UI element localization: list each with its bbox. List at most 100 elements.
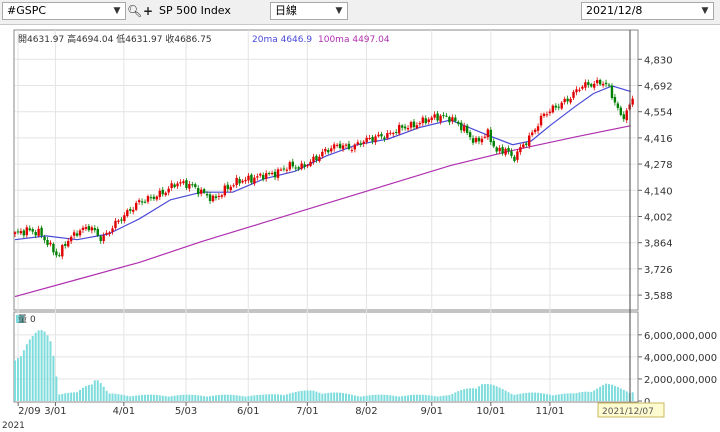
volume-bar xyxy=(457,391,460,401)
candle-body xyxy=(143,201,147,203)
volume-bar xyxy=(67,392,70,401)
date-axis: 2/09 3/01 4/01 5/03 6/01 7/01 8/02 9/01 10/01 11/… xyxy=(17,402,564,417)
price-tick-label: 3,726 xyxy=(644,265,673,276)
volume-bar xyxy=(22,350,25,401)
date-dropdown-icon[interactable]: ▼ xyxy=(701,6,709,16)
candle-body xyxy=(78,230,82,236)
price-tick-label: 4,416 xyxy=(644,134,673,145)
candle-body xyxy=(412,121,416,128)
symbol-text: #GSPC xyxy=(7,4,47,17)
volume-bar xyxy=(501,389,504,401)
volume-bar xyxy=(146,394,149,401)
volume-bar xyxy=(194,394,197,401)
candle-body xyxy=(457,121,460,124)
volume-legend-value: 0 xyxy=(30,315,36,325)
candle-body xyxy=(374,136,377,143)
candle-body xyxy=(96,228,99,236)
symbol-dropdown-icon[interactable]: ▼ xyxy=(113,6,121,16)
candle-body xyxy=(114,220,117,229)
volume-bar xyxy=(152,394,155,401)
candle-body xyxy=(146,196,150,202)
candle-body xyxy=(362,141,365,144)
volume-bar xyxy=(294,391,297,401)
candle-body xyxy=(548,111,552,114)
candle-body xyxy=(368,137,371,139)
candle-body xyxy=(185,180,188,188)
symbol-input[interactable]: #GSPC xyxy=(2,2,126,20)
candle-body xyxy=(259,173,262,176)
candle-body xyxy=(492,141,495,147)
volume-bar xyxy=(238,395,241,401)
period-dropdown-icon[interactable]: ▼ xyxy=(335,6,343,16)
candle-body xyxy=(575,89,578,93)
volume-bar xyxy=(616,387,619,401)
candle-body xyxy=(530,132,534,136)
candle-body xyxy=(409,122,413,128)
volume-bar xyxy=(217,395,220,401)
volume-bar xyxy=(342,393,345,401)
magnifier-icon[interactable]: 🔍︎ xyxy=(127,4,143,18)
date-input[interactable]: 2021/12/8 xyxy=(581,2,714,20)
volume-bar xyxy=(197,395,200,401)
candle-body xyxy=(595,80,599,84)
candle-body xyxy=(126,210,129,216)
candle-body xyxy=(291,161,294,167)
volume-bar xyxy=(37,330,40,401)
volume-bar xyxy=(25,344,28,401)
volume-bar xyxy=(368,395,371,401)
candle-body xyxy=(371,136,374,142)
volume-bar xyxy=(43,331,46,401)
volume-bar xyxy=(407,395,410,401)
candle-body xyxy=(545,114,549,116)
price-axis: 4,830 4,692 4,554 4,416 4,278 4,140 4,002 3,864… xyxy=(638,55,673,302)
candle-body xyxy=(625,110,628,121)
candle-body xyxy=(49,242,52,245)
candle-body xyxy=(510,151,513,156)
candle-body xyxy=(395,131,398,133)
candle-body xyxy=(622,114,625,120)
volume-bar xyxy=(593,390,596,401)
volume-bar xyxy=(203,396,206,401)
volume-bar xyxy=(545,394,548,401)
candle-body xyxy=(155,196,159,200)
volume-bar xyxy=(365,395,368,401)
cursor-date: 2021/12/07 xyxy=(602,407,654,417)
candle-body xyxy=(433,114,436,118)
volume-bar xyxy=(46,335,49,401)
candle-body xyxy=(111,228,114,232)
candle-body xyxy=(563,98,566,103)
volume-bar xyxy=(516,394,519,401)
volume-bar xyxy=(442,395,445,401)
volume-bar xyxy=(31,335,34,401)
candle-body xyxy=(16,231,20,233)
volume-bar xyxy=(93,380,96,401)
candle-body xyxy=(442,115,445,117)
candle-body xyxy=(46,239,49,246)
volume-bar xyxy=(350,394,353,401)
candle-body xyxy=(69,236,73,242)
candle-body xyxy=(593,83,596,88)
volume-bar xyxy=(525,392,528,401)
volume-bar xyxy=(111,393,114,401)
volume-bar xyxy=(306,390,309,401)
plus-icon[interactable]: + xyxy=(142,4,154,18)
volume-bar xyxy=(303,390,306,401)
volume-bar xyxy=(144,394,147,401)
period-select[interactable]: 日線 xyxy=(270,2,348,20)
candle-body xyxy=(468,132,472,138)
volume-bar xyxy=(339,392,342,401)
volume-bar xyxy=(433,396,436,401)
volume-bar xyxy=(226,394,229,401)
candle-body xyxy=(37,228,40,236)
volume-bar xyxy=(528,392,531,401)
volume-bar xyxy=(522,393,525,401)
candle-body xyxy=(495,147,498,152)
candle-body xyxy=(341,145,345,149)
volume-bar xyxy=(424,394,427,401)
volume-bar xyxy=(73,392,76,401)
candle-body xyxy=(332,144,336,149)
price-tick-label: 3,864 xyxy=(644,239,673,250)
candle-body xyxy=(480,138,484,143)
candle-body xyxy=(182,181,185,184)
